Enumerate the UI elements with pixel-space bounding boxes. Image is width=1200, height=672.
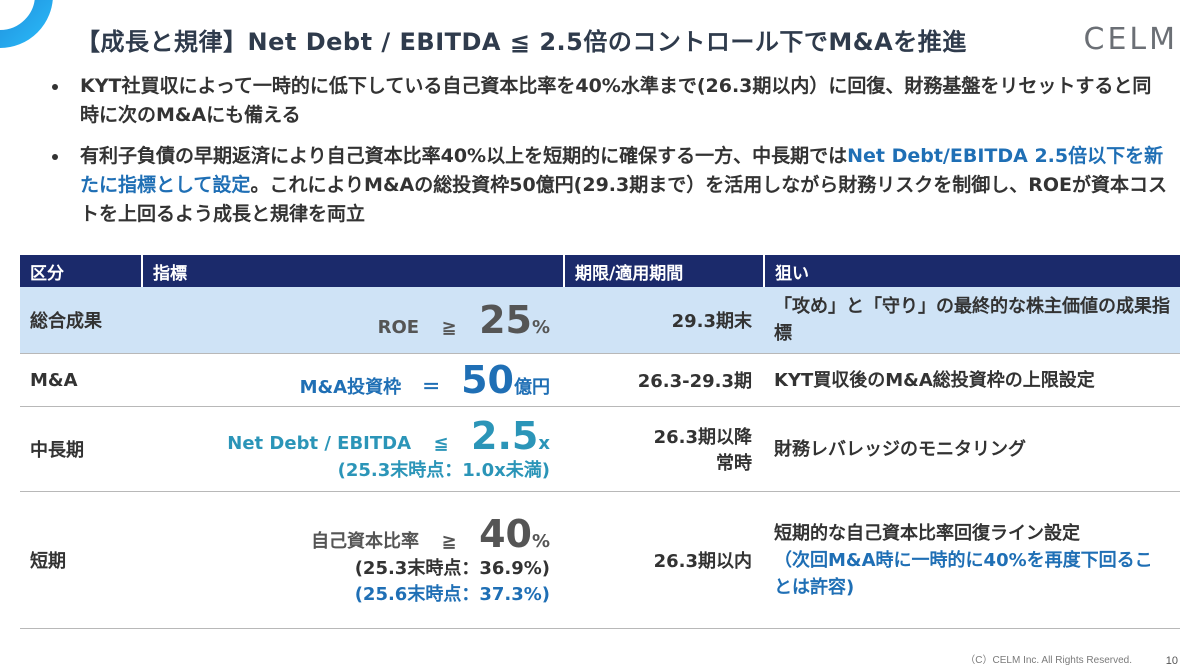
metric-value: 40 [479, 512, 532, 556]
metric-note: (25.3末時点：1.0x未満) [337, 460, 550, 481]
aim-cell: 財務レバレッジのモニタリング [764, 406, 1180, 492]
bullet-item: KYT社買収によって一時的に低下している自己資本比率を40%水準まで(26.3期… [48, 72, 1168, 130]
aim-cell: 短期的な自己資本比率回復ライン設定 （次回M&A時に一時的に40%を再度下回るこ… [764, 491, 1180, 629]
copyright-footer: （C）CELM Inc. All Rights Reserved. [965, 655, 1132, 666]
period-cell: 26.3期以内 [564, 491, 764, 629]
metric-label: 自己資本比率 [311, 531, 420, 552]
metric-note: (25.6末時点：37.3%) [354, 584, 550, 605]
metric-operator: ＝ [422, 377, 441, 398]
aim-text: 「攻め」と「守り」の最終的な株主価値の成果指標 [774, 296, 1170, 344]
table-row: 総合成果 ROE ≧ 25% 29.3期末 「攻め」と「守り」の最終的な株主価値の成… [20, 287, 1180, 354]
aim-note: （次回M&A時に一時的に40%を再度下回ることは許容) [774, 549, 1153, 598]
bullet-text: 。これによりM&Aの総投資枠50億円(29.3期まで）を活用しながら財務リスクを… [80, 174, 1168, 225]
category-cell: 総合成果 [20, 287, 142, 354]
bullet-text: KYT社買収によって一時的に低下している自己資本比率を40%水準まで(26.3期… [80, 75, 1152, 126]
period-text: 常時 [716, 453, 752, 474]
metric-unit: 億円 [514, 377, 550, 398]
aim-cell: 「攻め」と「守り」の最終的な株主価値の成果指標 [764, 287, 1180, 354]
page-number: 10 [1165, 655, 1178, 667]
bullet-dot-icon [52, 84, 58, 90]
metric-cell: ROE ≧ 25% [142, 287, 564, 354]
header-period: 期限/適用期間 [564, 255, 765, 287]
header-category: 区分 [20, 255, 143, 287]
bullet-item: 有利子負債の早期返済により自己資本比率40%以上を短期的に確保する一方、中長期で… [48, 142, 1168, 229]
metric-unit: x [538, 433, 550, 454]
metric-note: (25.3末時点：36.9%) [354, 558, 550, 579]
header-aim: 狙い [764, 255, 1180, 287]
metric-unit: % [531, 317, 550, 338]
metric-cell: Net Debt / EBITDA ≦ 2.5x (25.3末時点：1.0x未満) [142, 406, 564, 492]
header-metric: 指標 [142, 255, 565, 287]
bullet-dot-icon [52, 154, 58, 160]
category-cell: M&A [20, 353, 142, 407]
metric-cell: M&A投資枠 ＝ 50億円 [142, 353, 564, 407]
bullet-highlight-text: Net Debt/EBITDA 2.5倍以下を新たに指標として設定 [80, 145, 1164, 196]
metric-unit: % [531, 531, 550, 552]
metric-label: Net Debt / EBITDA [227, 433, 412, 454]
metric-operator: ≧ [441, 531, 457, 552]
table-header-row: 区分 指標 期限/適用期間 狙い [20, 255, 1180, 287]
bullet-text: 有利子負債の早期返済により自己資本比率40%以上を短期的に確保する一方、中長期で… [80, 145, 848, 167]
category-cell: 中長期 [20, 406, 142, 492]
metric-label: ROE [377, 317, 420, 338]
period-text: 26.3期以内 [653, 551, 752, 572]
metric-cell: 自己資本比率 ≧ 40% (25.3末時点：36.9%) (25.6末時点：37.3… [142, 491, 564, 629]
metric-operator: ≧ [441, 317, 457, 338]
aim-text: 財務レバレッジのモニタリング [774, 438, 1026, 460]
company-logo: CELM [1083, 22, 1178, 57]
period-cell: 26.3期以降 常時 [564, 406, 764, 492]
metric-label: M&A投資枠 [299, 377, 402, 398]
metric-value: 50 [461, 358, 514, 402]
period-cell: 26.3-29.3期 [564, 353, 764, 407]
kpi-table: 区分 指標 期限/適用期間 狙い 総合成果 ROE ≧ 25% 29.3期末 「攻め… [20, 255, 1180, 629]
aim-text: 短期的な自己資本比率回復ライン設定 [774, 522, 1080, 544]
period-text: 26.3期以降 [653, 427, 752, 448]
table-row: 中長期 Net Debt / EBITDA ≦ 2.5x (25.3末時点：1.0x… [20, 406, 1180, 492]
metric-value: 25 [479, 298, 532, 342]
page-title: 【成長と規律】Net Debt / EBITDA ≦ 2.5倍のコントロール下で… [76, 28, 967, 56]
aim-text: KYT買収後のM&A総投資枠の上限設定 [774, 369, 1095, 391]
bullet-list: KYT社買収によって一時的に低下している自己資本比率を40%水準まで(26.3期… [48, 72, 1168, 241]
aim-cell: KYT買収後のM&A総投資枠の上限設定 [764, 353, 1180, 407]
metric-operator: ≦ [433, 433, 449, 454]
table-row: 短期 自己資本比率 ≧ 40% (25.3末時点：36.9%) (25.6末時点：3… [20, 491, 1180, 629]
period-text: 29.3期末 [671, 311, 752, 332]
corner-arc-decoration [0, 0, 53, 48]
category-cell: 短期 [20, 491, 142, 629]
period-text: 26.3-29.3期 [637, 371, 752, 392]
table-row: M&A M&A投資枠 ＝ 50億円 26.3-29.3期 KYT買収後のM&A総投資… [20, 353, 1180, 407]
metric-value: 2.5 [471, 414, 539, 458]
period-cell: 29.3期末 [564, 287, 764, 354]
